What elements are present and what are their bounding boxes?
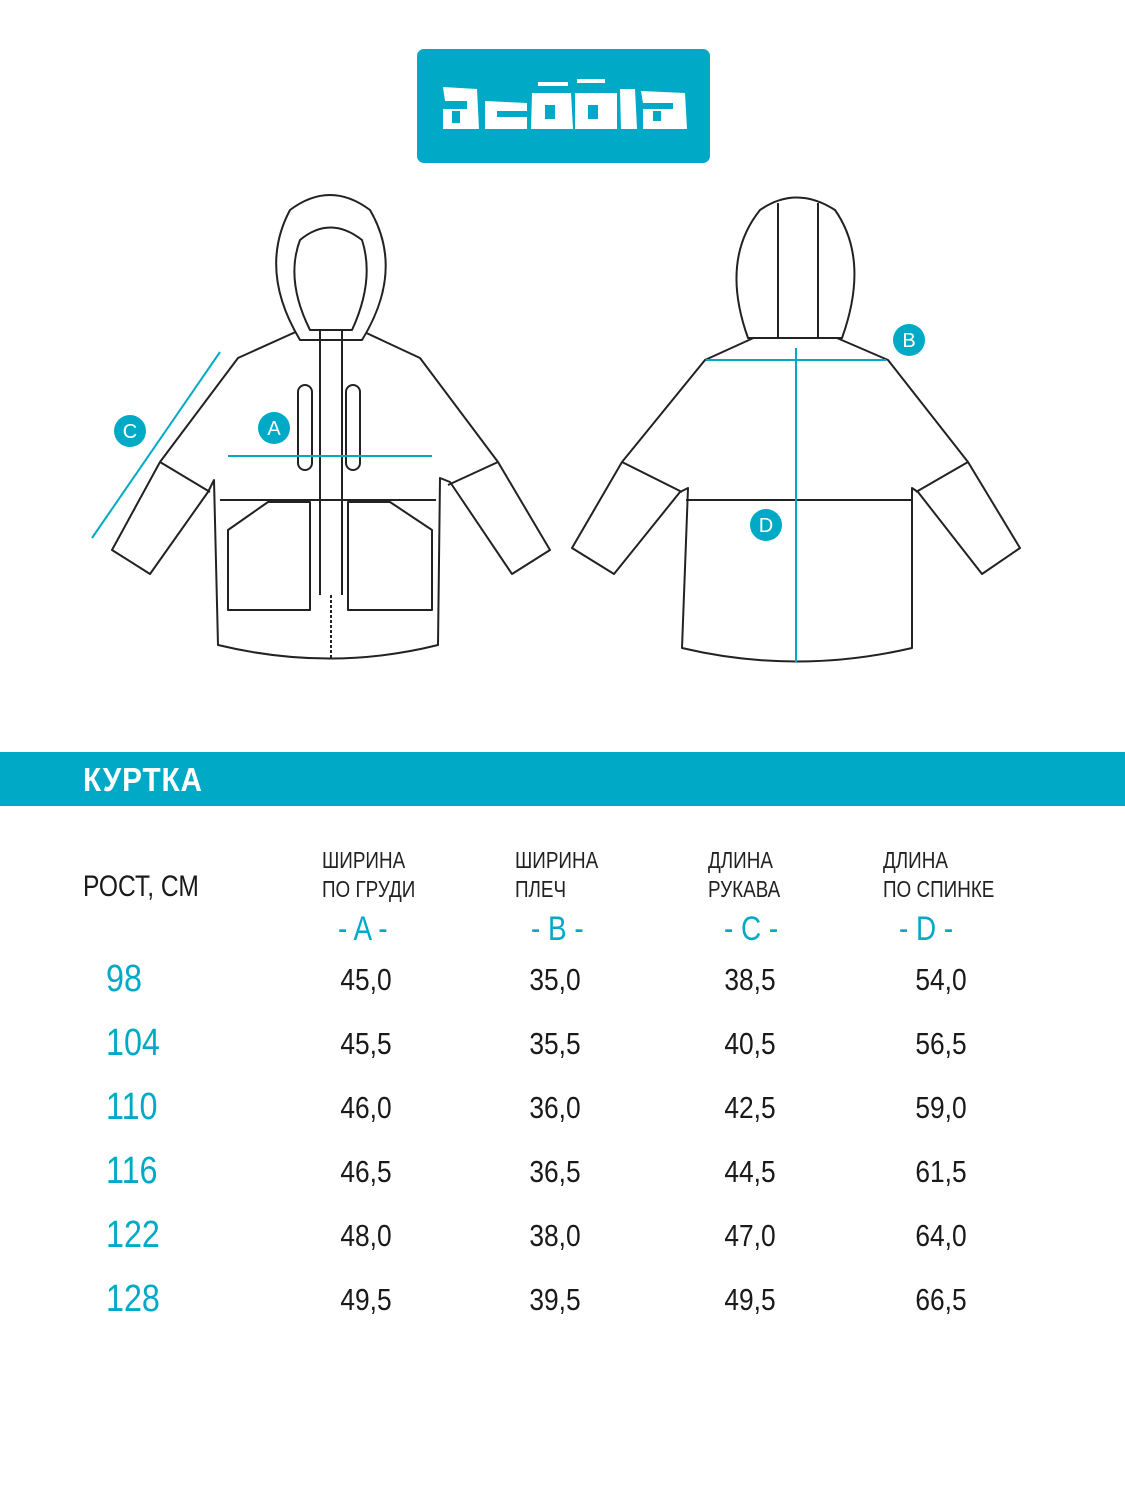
column-header: ШИРИНА ПО ГРУДИ	[322, 847, 416, 902]
column-letter: - C -	[724, 910, 779, 948]
measurement-value: 64,0	[915, 1218, 967, 1253]
height-value: 122	[106, 1214, 160, 1256]
marker-c	[114, 415, 146, 447]
brand-logo	[417, 49, 710, 163]
measurement-value: 46,5	[340, 1154, 392, 1189]
measurement-value: 66,5	[915, 1282, 967, 1317]
column-letter: - B -	[531, 910, 584, 948]
height-value: 116	[106, 1150, 158, 1192]
height-value: 128	[106, 1278, 160, 1320]
marker-b	[893, 324, 925, 356]
measure-line-c	[91, 351, 221, 539]
marker-d-label: D	[759, 515, 773, 537]
acoola-logo-wordmark	[443, 79, 687, 129]
column-letter: - D -	[899, 910, 954, 948]
marker-c-label: C	[123, 421, 137, 443]
measurement-value: 61,5	[915, 1154, 967, 1189]
height-value: 98	[106, 958, 142, 1000]
measurement-value: 56,5	[915, 1026, 967, 1061]
marker-a-label: A	[267, 418, 281, 440]
measurement-value: 45,0	[340, 962, 392, 997]
marker-a	[258, 412, 290, 444]
measurement-value: 47,0	[724, 1218, 776, 1253]
section-header: КУРТКА	[0, 752, 1125, 806]
section-title: КУРТКА	[83, 761, 203, 798]
measurement-value: 42,5	[724, 1090, 776, 1125]
measurement-value: 40,5	[724, 1026, 776, 1061]
marker-b-label: B	[902, 330, 915, 352]
column-header: ДЛИНА РУКАВА	[708, 847, 781, 902]
column-header: ШИРИНА ПЛЕЧ	[515, 847, 599, 902]
measurement-value: 35,0	[529, 962, 581, 997]
measurement-value: 38,5	[724, 962, 776, 997]
measurement-value: 46,0	[340, 1090, 392, 1125]
measurement-value: 38,0	[529, 1218, 581, 1253]
measurement-value: 59,0	[915, 1090, 967, 1125]
height-value: 104	[106, 1022, 160, 1064]
column-header: ДЛИНА ПО СПИНКЕ	[883, 847, 995, 902]
measurement-value: 48,0	[340, 1218, 392, 1253]
measurement-value: 45,5	[340, 1026, 392, 1061]
measurement-value: 36,5	[529, 1154, 581, 1189]
measurement-value: 36,0	[529, 1090, 581, 1125]
jacket-front-drawing	[111, 194, 551, 660]
measurement-value: 39,5	[529, 1282, 581, 1317]
measurement-value: 54,0	[915, 962, 967, 997]
jacket-diagram: A B C D	[91, 194, 1021, 663]
column-letter: - A -	[338, 910, 388, 948]
measurement-value: 49,5	[340, 1282, 392, 1317]
height-column-header: РОСТ, СМ	[83, 870, 199, 903]
marker-d	[750, 509, 782, 541]
measurement-value: 35,5	[529, 1026, 581, 1061]
measurement-value: 44,5	[724, 1154, 776, 1189]
measurement-value: 49,5	[724, 1282, 776, 1317]
height-value: 110	[106, 1086, 158, 1128]
